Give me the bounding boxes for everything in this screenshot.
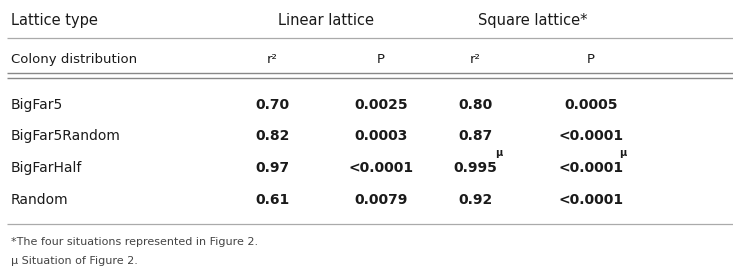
Text: 0.995: 0.995 bbox=[453, 161, 497, 175]
Text: Lattice type: Lattice type bbox=[11, 13, 98, 28]
Text: μ: μ bbox=[619, 148, 626, 158]
Text: 0.0005: 0.0005 bbox=[565, 98, 618, 112]
Text: Colony distribution: Colony distribution bbox=[11, 53, 137, 66]
Text: <0.0001: <0.0001 bbox=[559, 193, 624, 207]
Text: 0.0079: 0.0079 bbox=[354, 193, 408, 207]
Text: 0.82: 0.82 bbox=[255, 129, 289, 143]
Text: *The four situations represented in Figure 2.: *The four situations represented in Figu… bbox=[11, 237, 258, 247]
Text: <0.0001: <0.0001 bbox=[559, 161, 624, 175]
Text: BigFar5Random: BigFar5Random bbox=[11, 129, 121, 143]
Text: BigFarHalf: BigFarHalf bbox=[11, 161, 82, 175]
Text: 0.80: 0.80 bbox=[458, 98, 492, 112]
Text: 0.92: 0.92 bbox=[458, 193, 492, 207]
Text: 0.0003: 0.0003 bbox=[354, 129, 408, 143]
Text: r²: r² bbox=[266, 53, 278, 66]
Text: 0.70: 0.70 bbox=[255, 98, 289, 112]
Text: P: P bbox=[377, 53, 385, 66]
Text: μ: μ bbox=[496, 148, 502, 158]
Text: μ Situation of Figure 2.: μ Situation of Figure 2. bbox=[11, 256, 138, 266]
Text: <0.0001: <0.0001 bbox=[349, 161, 414, 175]
Text: <0.0001: <0.0001 bbox=[559, 129, 624, 143]
Text: 0.0025: 0.0025 bbox=[354, 98, 408, 112]
Text: Square lattice*: Square lattice* bbox=[479, 13, 588, 28]
Text: r²: r² bbox=[470, 53, 480, 66]
Text: 0.97: 0.97 bbox=[255, 161, 289, 175]
Text: Random: Random bbox=[11, 193, 69, 207]
Text: BigFar5: BigFar5 bbox=[11, 98, 64, 112]
Text: 0.61: 0.61 bbox=[255, 193, 289, 207]
Text: 0.87: 0.87 bbox=[458, 129, 492, 143]
Text: Linear lattice: Linear lattice bbox=[278, 13, 374, 28]
Text: P: P bbox=[587, 53, 595, 66]
